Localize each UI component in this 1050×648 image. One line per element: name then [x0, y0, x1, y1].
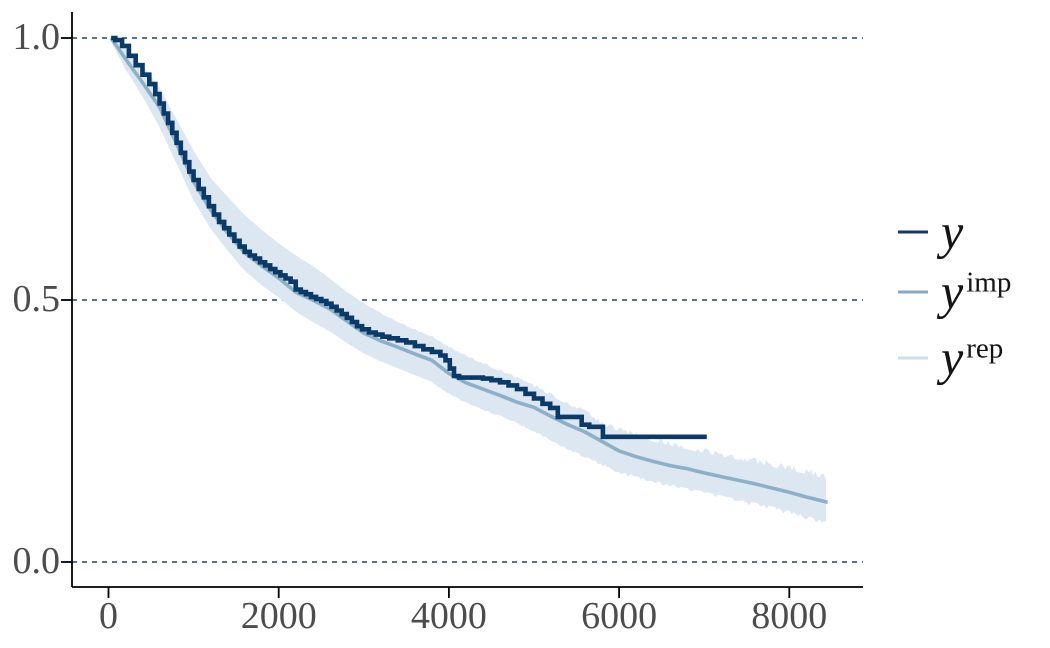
legend-item-y-imp: y imp — [898, 263, 1012, 320]
legend-label-y-rep: y rep — [941, 329, 1004, 386]
legend-label-y: y — [941, 203, 964, 260]
y-axis-tick-label-1.0: 1.0 — [12, 16, 61, 59]
legend-label-y-imp: y imp — [941, 263, 1012, 320]
x-axis-tick-label-2000: 2000 — [240, 595, 317, 637]
legend-swatch-y-imp — [898, 290, 928, 294]
y-axis-tick-label-0.0: 0.0 — [12, 540, 61, 583]
x-axis-tick-label-4000: 4000 — [410, 595, 487, 637]
x-axis-tick-label-0: 0 — [99, 595, 118, 637]
legend-item-y-rep: y rep — [898, 329, 1004, 386]
x-axis-tick-label-6000: 6000 — [581, 595, 658, 637]
legend-swatch-y-rep — [898, 356, 928, 360]
legend-item-y: y — [898, 203, 966, 260]
legend-swatch-y — [898, 230, 928, 234]
x-axis-tick-label-8000: 8000 — [751, 595, 828, 637]
y-axis-tick-label-0.5: 0.5 — [12, 278, 61, 321]
